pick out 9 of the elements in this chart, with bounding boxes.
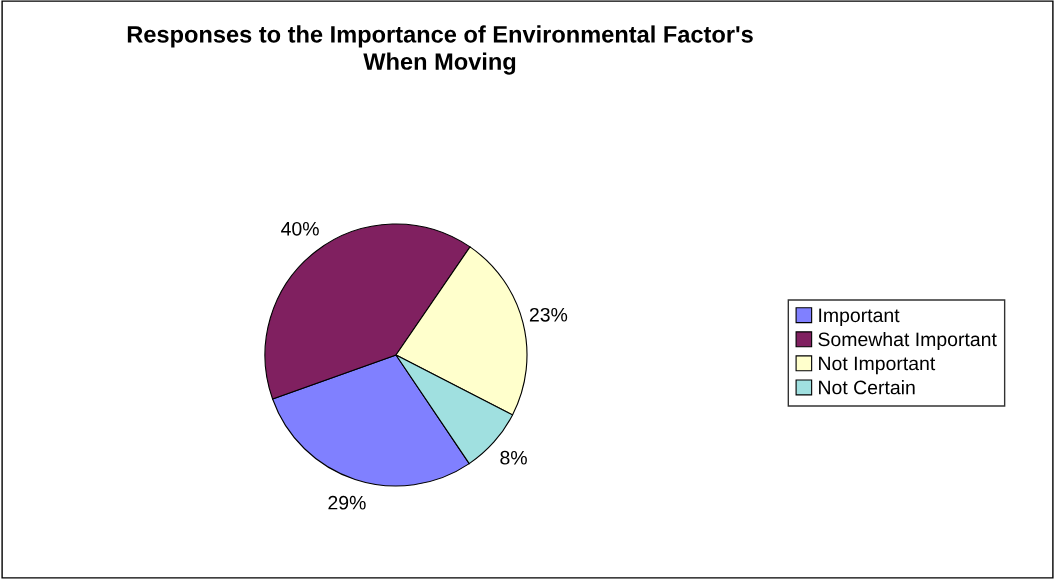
data-label: 29% <box>328 495 366 510</box>
chart-title: Responses to the Importance of Environmental Factor's When Moving <box>127 25 753 75</box>
data-label: 23% <box>529 307 568 322</box>
data-label: 40% <box>281 221 319 236</box>
legend-label: Somewhat Important <box>818 331 997 351</box>
legend-label: Not Certain <box>819 380 915 395</box>
data-label: 8% <box>500 450 527 465</box>
legend-label: Important <box>819 308 900 327</box>
legend-label: Not Important <box>819 356 936 375</box>
